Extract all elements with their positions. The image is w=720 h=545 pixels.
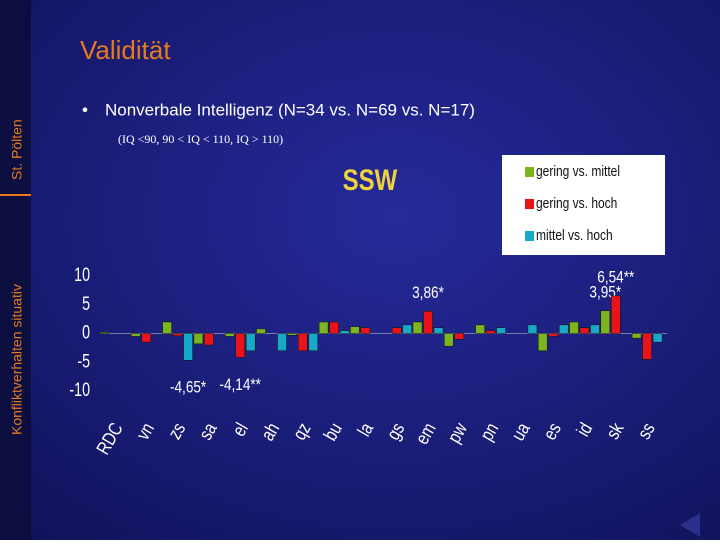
data-label: 3,86* <box>412 283 444 302</box>
bar <box>527 324 538 334</box>
bar <box>235 333 245 358</box>
y-tick-label: 0 <box>82 322 90 343</box>
bar <box>172 333 183 337</box>
bar <box>444 333 454 347</box>
bar <box>224 333 235 337</box>
subtext: (IQ <90, 90 < IQ < 110, IQ > 110) <box>118 132 283 146</box>
y-tick-label: 10 <box>74 264 90 285</box>
bar <box>558 324 569 334</box>
bar <box>423 311 433 334</box>
bar <box>631 333 642 339</box>
bar <box>537 333 548 351</box>
data-label: -4,65* <box>170 378 206 397</box>
bar <box>652 333 663 343</box>
bar <box>412 321 423 334</box>
legend-swatch <box>525 231 534 241</box>
bar <box>183 333 193 361</box>
legend-swatch <box>525 199 534 209</box>
legend-label: mittel vs. hoch <box>536 227 613 244</box>
data-label: 6,54** <box>597 268 634 287</box>
bar <box>287 333 298 336</box>
bar <box>131 333 141 337</box>
bar <box>485 330 496 334</box>
bar <box>256 328 266 334</box>
legend-label: gering vs. mittel <box>536 163 620 180</box>
slide-title: Validität <box>80 35 171 65</box>
bullet-dot: • <box>82 100 88 119</box>
bar <box>318 321 329 334</box>
bar <box>141 333 152 343</box>
bar <box>475 324 485 334</box>
bar <box>277 333 287 351</box>
bar <box>590 324 600 334</box>
legend-swatch <box>525 167 534 177</box>
side-top-text: St. Pölten <box>9 119 25 180</box>
bar <box>611 295 621 334</box>
side-bottom-text: Konfliktverhalten situativ <box>9 284 25 435</box>
bar <box>329 321 339 334</box>
bar <box>339 330 350 334</box>
bar <box>496 327 506 334</box>
bar <box>548 333 558 337</box>
bar <box>600 310 611 334</box>
bar <box>569 321 579 334</box>
bar <box>360 327 371 334</box>
bar <box>204 333 214 346</box>
bar <box>454 333 465 340</box>
data-label: -4,14** <box>219 375 261 394</box>
side-bar <box>0 0 31 540</box>
y-tick-label: -5 <box>77 350 90 371</box>
bar <box>298 333 308 351</box>
y-tick-label: -10 <box>69 379 90 400</box>
bar <box>99 332 110 334</box>
chart-title: SSW <box>343 162 398 196</box>
bar <box>162 321 172 334</box>
bullet-text: Nonverbale Intelligenz (N=34 vs. N=69 vs… <box>105 100 475 119</box>
bar <box>402 324 412 334</box>
bar <box>391 327 402 334</box>
bar <box>308 333 319 351</box>
y-tick-label: 5 <box>82 293 90 314</box>
nav-arrow[interactable] <box>680 513 700 537</box>
bar <box>245 333 256 351</box>
bar <box>193 333 204 345</box>
bar <box>642 333 652 360</box>
bar <box>579 327 590 334</box>
bar <box>350 326 360 334</box>
bar <box>433 327 444 334</box>
legend-label: gering vs. hoch <box>536 195 617 212</box>
